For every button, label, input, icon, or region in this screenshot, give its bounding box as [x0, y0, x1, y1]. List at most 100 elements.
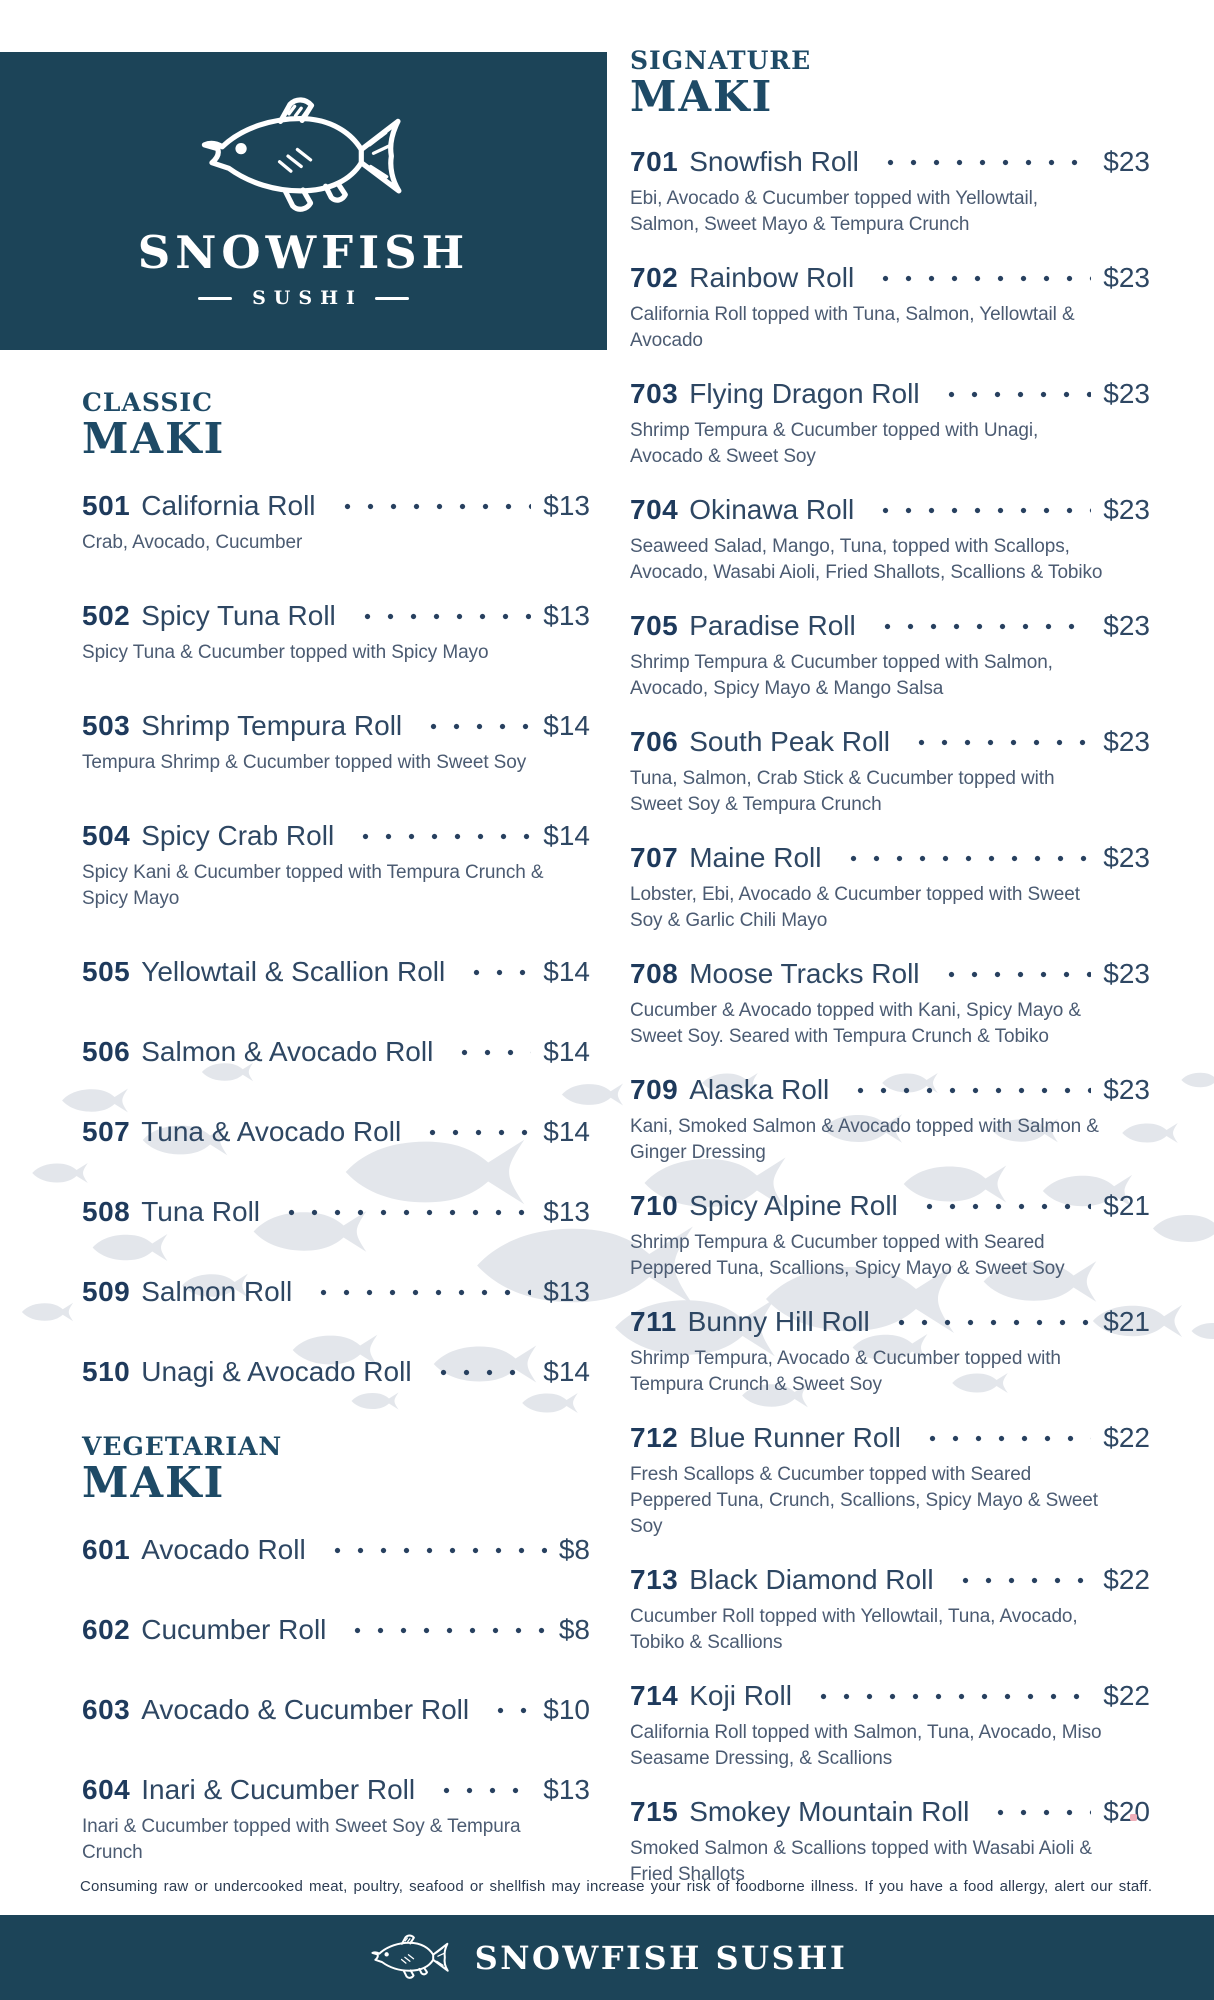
item-number: 707 [630, 842, 679, 873]
fish-logo-icon [371, 1934, 449, 1979]
item-name: Black Diamond Roll [689, 1564, 934, 1595]
item-description: Tempura Shrimp & Cucumber topped with Sw… [82, 752, 527, 773]
item-price: $23 [1103, 726, 1150, 757]
item-name: Snowfish Roll [689, 146, 859, 177]
item-price: $14 [543, 1356, 590, 1387]
menu-item: 504 Spicy Crab Roll $14 Spicy Kani & Cuc… [82, 816, 590, 912]
footer-bar: SNOWFISH SUSHI [0, 1915, 1214, 2000]
menu-item-row: 707 Maine Roll $23 [630, 838, 1150, 878]
dotted-leader [449, 1038, 532, 1066]
item-description: Tuna, Salmon, Crab Stick & Cucumber topp… [630, 768, 1055, 815]
item-number: 702 [630, 262, 679, 293]
menu-item: 706 South Peak Roll $23 Tuna, Salmon, Cr… [630, 722, 1150, 818]
menu-item-row: 710 Spicy Alpine Roll $21 [630, 1186, 1150, 1226]
dotted-leader [874, 148, 1092, 176]
menu-item: 713 Black Diamond Roll $22 Cucumber Roll… [630, 1560, 1150, 1656]
menu-item: 703 Flying Dragon Roll $23 Shrimp Tempur… [630, 374, 1150, 470]
item-number: 504 [82, 820, 131, 851]
item-number: 709 [630, 1074, 679, 1105]
item-list: 701 Snowfish Roll $23 Ebi, Avocado & Cuc… [630, 142, 1150, 1888]
dotted-leader [276, 1198, 532, 1226]
item-name: Maine Roll [689, 842, 822, 873]
brand-subtitle-row: SUSHI [198, 289, 409, 308]
menu-item-row: 705 Paradise Roll $23 [630, 606, 1150, 646]
menu-item: 710 Spicy Alpine Roll $21 Shrimp Tempura… [630, 1186, 1150, 1282]
dotted-leader [461, 958, 532, 986]
item-number: 604 [82, 1774, 131, 1805]
section-eyebrow: SIGNATURE [630, 46, 812, 75]
menu-item-row: 706 South Peak Roll $23 [630, 722, 1150, 762]
menu-item: 506 Salmon & Avocado Roll $14 [82, 1032, 590, 1072]
item-price: $22 [1103, 1564, 1150, 1595]
dotted-leader [308, 1278, 532, 1306]
menu-item: 501 California Roll $13 Crab, Avocado, C… [82, 486, 590, 556]
menu-item-row: 712 Blue Runner Roll $22 [630, 1418, 1150, 1458]
item-price: $8 [558, 1534, 590, 1565]
menu-item-row: 714 Koji Roll $22 [630, 1676, 1150, 1716]
menu-item-row: 602 Cucumber Roll $8 [82, 1610, 590, 1650]
item-price: $22 [1103, 1680, 1150, 1711]
item-description: California Roll topped with Tuna, Salmon… [630, 304, 1075, 351]
item-number: 713 [630, 1564, 679, 1595]
dotted-leader [485, 1696, 532, 1724]
dotted-leader [845, 1076, 1092, 1104]
menu-item-row: 713 Black Diamond Roll $22 [630, 1560, 1150, 1600]
item-number: 510 [82, 1356, 131, 1387]
dotted-leader [427, 1358, 532, 1386]
section-signature-maki: SIGNATURE MAKI 701 Snowfish Roll $23 Ebi… [630, 46, 1150, 1888]
item-price: $23 [1103, 262, 1150, 293]
dotted-leader [342, 1616, 547, 1644]
menu-item: 714 Koji Roll $22 California Roll topped… [630, 1676, 1150, 1772]
item-description: Spicy Tuna & Cucumber topped with Spicy … [82, 642, 489, 663]
item-number: 503 [82, 710, 131, 741]
menu-item-row: 501 California Roll $13 [82, 486, 590, 526]
item-description: Lobster, Ebi, Avocado & Cucumber topped … [630, 884, 1080, 931]
item-number: 601 [82, 1534, 131, 1565]
item-name: Spicy Tuna Roll [141, 600, 336, 631]
dotted-leader [935, 960, 1092, 988]
dotted-leader [807, 1682, 1092, 1710]
item-number: 708 [630, 958, 679, 989]
section-title: MAKI [630, 72, 774, 121]
dotted-leader [351, 602, 532, 630]
dotted-leader [870, 264, 1092, 292]
item-description: Inari & Cucumber topped with Sweet Soy &… [82, 1816, 521, 1863]
menu-item: 705 Paradise Roll $23 Shrimp Tempura & C… [630, 606, 1150, 702]
menu-item-row: 603 Avocado & Cucumber Roll $10 [82, 1690, 590, 1730]
item-name: Unagi & Avocado Roll [141, 1356, 412, 1387]
item-price: $10 [543, 1694, 590, 1725]
menu-item: 704 Okinawa Roll $23 Seaweed Salad, Mang… [630, 490, 1150, 586]
item-number: 506 [82, 1036, 131, 1067]
menu-item-row: 708 Moose Tracks Roll $23 [630, 954, 1150, 994]
item-price: $23 [1103, 146, 1150, 177]
item-price: $13 [543, 490, 590, 521]
item-description: Shrimp Tempura, Avocado & Cucumber toppe… [630, 1348, 1061, 1395]
item-price: $23 [1103, 1074, 1150, 1105]
item-list: 501 California Roll $13 Crab, Avocado, C… [82, 486, 590, 1392]
dotted-leader [417, 1118, 532, 1146]
item-price: $14 [543, 956, 590, 987]
item-name: California Roll [141, 490, 316, 521]
item-number: 509 [82, 1276, 131, 1307]
menu-item: 508 Tuna Roll $13 [82, 1192, 590, 1232]
menu-item: 503 Shrimp Tempura Roll $14 Tempura Shri… [82, 706, 590, 776]
item-name: Avocado Roll [141, 1534, 306, 1565]
item-name: Yellowtail & Scallion Roll [141, 956, 446, 987]
item-number: 507 [82, 1116, 131, 1147]
item-name: Salmon & Avocado Roll [141, 1036, 434, 1067]
item-name: Bunny Hill Roll [687, 1306, 870, 1337]
item-number: 502 [82, 600, 131, 631]
item-description: Crab, Avocado, Cucumber [82, 532, 303, 553]
menu-item-row: 701 Snowfish Roll $23 [630, 142, 1150, 182]
item-name: South Peak Roll [689, 726, 891, 757]
menu-item-row: 703 Flying Dragon Roll $23 [630, 374, 1150, 414]
item-description: Shrimp Tempura & Cucumber topped with Se… [630, 1232, 1065, 1279]
menu-item: 604 Inari & Cucumber Roll $13 Inari & Cu… [82, 1770, 590, 1866]
item-number: 712 [630, 1422, 679, 1453]
menu-item-row: 711 Bunny Hill Roll $21 [630, 1302, 1150, 1342]
menu-item-row: 604 Inari & Cucumber Roll $13 [82, 1770, 590, 1810]
item-number: 501 [82, 490, 131, 521]
item-number: 704 [630, 494, 679, 525]
dotted-leader [418, 712, 532, 740]
item-price: $23 [1103, 842, 1150, 873]
